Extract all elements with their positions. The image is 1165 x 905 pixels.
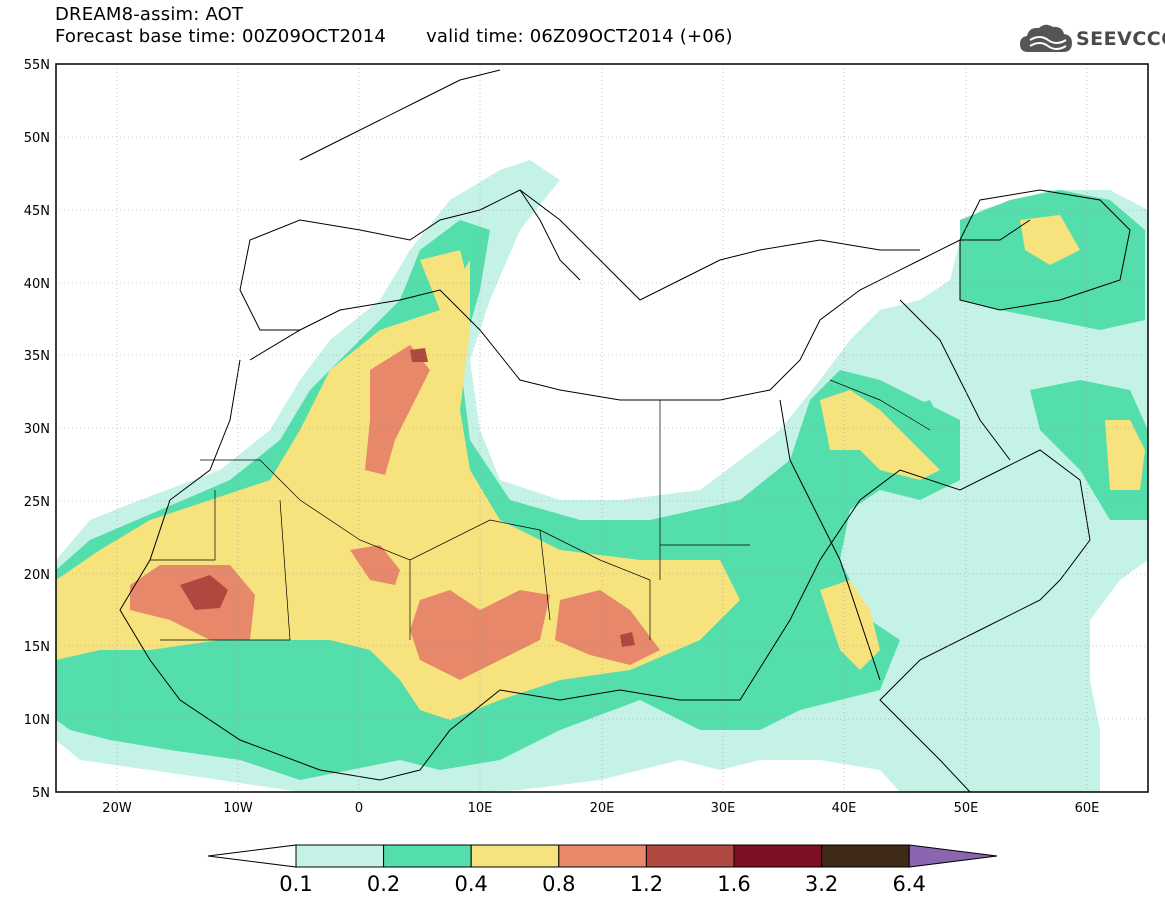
logo-text: SEEVCCC <box>1076 28 1165 50</box>
base-time: Forecast base time: 00Z09OCT2014 <box>55 26 387 47</box>
lat-axis: 55N 50N 45N 40N 35N 30N 25N 20N 15N 10N … <box>24 58 50 801</box>
colorbar-bin <box>645 844 735 868</box>
lon-tick: 40E <box>832 801 857 816</box>
lon-tick: 10W <box>223 801 253 816</box>
lat-tick: 20N <box>24 568 50 583</box>
lon-tick: 20W <box>102 801 132 816</box>
colorbar-bin <box>821 844 910 868</box>
lon-axis: 20W 10W 0 10E 20E 30E 40E 50E 60E <box>102 801 1099 816</box>
lat-tick: 50N <box>24 131 50 146</box>
lat-tick: 40N <box>24 277 50 292</box>
colorbar-under-arrow <box>207 844 297 868</box>
colorbar-label: 0.2 <box>367 872 400 896</box>
lon-tick: 60E <box>1075 801 1100 816</box>
colorbar-bin <box>383 844 472 868</box>
lat-tick: 30N <box>24 422 50 437</box>
aot-field <box>56 69 1148 792</box>
lat-tick: 35N <box>24 349 50 364</box>
lat-tick: 45N <box>24 204 50 219</box>
colorbar-label: 1.6 <box>717 872 750 896</box>
colorbar-labels: 0.1 0.2 0.4 0.8 1.2 1.6 3.2 6.4 <box>279 872 926 896</box>
lon-tick: 10E <box>468 801 493 816</box>
lat-tick: 25N <box>24 495 50 510</box>
colorbar-label: 0.1 <box>279 872 312 896</box>
seevccc-logo: SEEVCCC <box>1018 22 1165 58</box>
coastlines <box>119 69 1131 792</box>
lon-tick: 50E <box>954 801 979 816</box>
lon-tick: 20E <box>590 801 615 816</box>
colorbar-bin <box>295 844 385 868</box>
map-title: DREAM8-assim: AOT <box>55 4 244 25</box>
colorbar-bin <box>470 844 560 868</box>
valid-time: valid time: 06Z09OCT2014 (+06) <box>426 26 733 47</box>
lat-tick: 10N <box>24 713 50 728</box>
colorbar-label: 6.4 <box>892 872 925 896</box>
country-borders <box>150 379 931 641</box>
colorbar-bin <box>558 844 647 868</box>
colorbar-label: 0.8 <box>542 872 575 896</box>
colorbar-label: 1.2 <box>630 872 663 896</box>
lat-tick: 55N <box>24 58 50 73</box>
gridlines <box>56 64 1148 792</box>
colorbar-bin <box>733 844 823 868</box>
map-frame <box>55 63 1149 793</box>
colorbar-label: 0.4 <box>454 872 487 896</box>
title-block: DREAM8-assim: AOT Forecast base time: 00… <box>55 4 733 48</box>
colorbar-label: 3.2 <box>805 872 838 896</box>
lon-tick: 0 <box>355 801 363 816</box>
lon-tick: 30E <box>711 801 736 816</box>
lat-tick: 15N <box>24 640 50 655</box>
aot-level-1.2 <box>180 348 635 647</box>
cloud-icon <box>1020 24 1072 52</box>
colorbar <box>207 844 998 868</box>
colorbar-over-arrow <box>908 844 998 868</box>
lat-tick: 5N <box>32 786 50 801</box>
time-info: Forecast base time: 00Z09OCT2014 valid ti… <box>55 26 733 48</box>
